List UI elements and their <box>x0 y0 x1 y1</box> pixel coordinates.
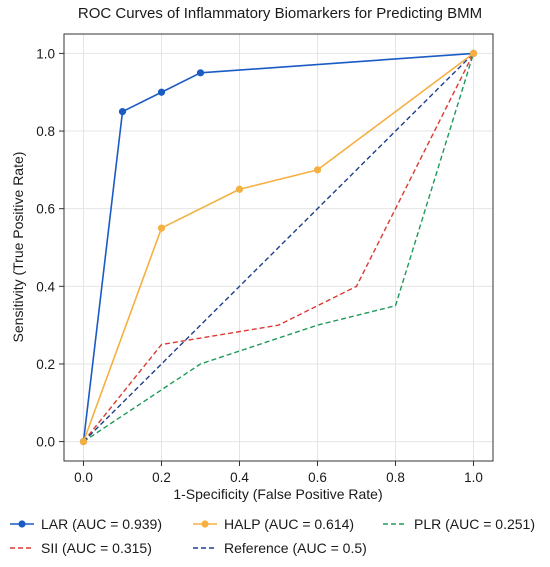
x-tick-label: 0.8 <box>386 470 405 485</box>
x-tick-label: 1.0 <box>464 470 483 485</box>
y-tick-label: 1.0 <box>36 46 55 61</box>
y-tick-label: 0.8 <box>36 124 55 139</box>
legend-item-sii: SII (AUC = 0.315) <box>10 540 152 556</box>
legend-marker-halp <box>201 520 209 528</box>
y-tick-label: 0.2 <box>36 357 55 372</box>
chart-title: ROC Curves of Inflammatory Biomarkers fo… <box>78 5 482 22</box>
legend-item-halp: HALP (AUC = 0.614) <box>193 516 354 532</box>
data-point-lar <box>118 108 127 116</box>
x-tick-label: 0.6 <box>308 470 327 485</box>
series-line-sii <box>82 53 475 443</box>
data-point-lar <box>196 69 205 77</box>
grid-lines <box>64 34 493 461</box>
legend: LAR (AUC = 0.939) HALP (AUC = 0.614) PLR (… <box>10 516 535 556</box>
legend-label-lar: LAR (AUC = 0.939) <box>41 516 162 532</box>
legend-item-reference: Reference (AUC = 0.5) <box>193 540 367 556</box>
legend-label-reference: Reference (AUC = 0.5) <box>224 540 367 556</box>
legend-label-sii: SII (AUC = 0.315) <box>41 540 152 556</box>
data-point-halp <box>235 185 244 193</box>
legend-marker-lar <box>18 520 26 528</box>
y-tick-label: 0.6 <box>36 202 55 217</box>
legend-label-halp: HALP (AUC = 0.614) <box>224 516 354 532</box>
data-point-halp <box>79 437 88 446</box>
y-tick-label: 0.0 <box>36 435 55 450</box>
legend-item-lar: LAR (AUC = 0.939) <box>10 516 162 532</box>
legend-item-plr: PLR (AUC = 0.251) <box>383 516 535 532</box>
x-tick-label: 0.0 <box>74 470 93 485</box>
x-tick-label: 0.2 <box>152 470 171 485</box>
data-point-lar <box>157 88 166 96</box>
y-axis-label: Sensitivity (True Positive Rate) <box>10 152 26 343</box>
series-layer <box>79 49 478 446</box>
axis-ticks: 0.0 0.2 0.4 0.6 0.8 1.0 0.0 0.2 0.4 0.6 0.8 1.0 <box>36 46 483 485</box>
y-tick-label: 0.4 <box>36 279 55 294</box>
legend-label-plr: PLR (AUC = 0.251) <box>414 516 535 532</box>
series-line-plr <box>83 53 475 443</box>
x-tick-label: 0.4 <box>230 470 249 485</box>
plot-frame <box>63 33 494 462</box>
x-axis-label: 1-Specificity (False Positive Rate) <box>173 486 382 502</box>
series-line-reference <box>83 52 474 443</box>
data-point-halp <box>313 166 322 174</box>
data-point-halp <box>469 49 478 58</box>
data-point-halp <box>157 224 166 232</box>
